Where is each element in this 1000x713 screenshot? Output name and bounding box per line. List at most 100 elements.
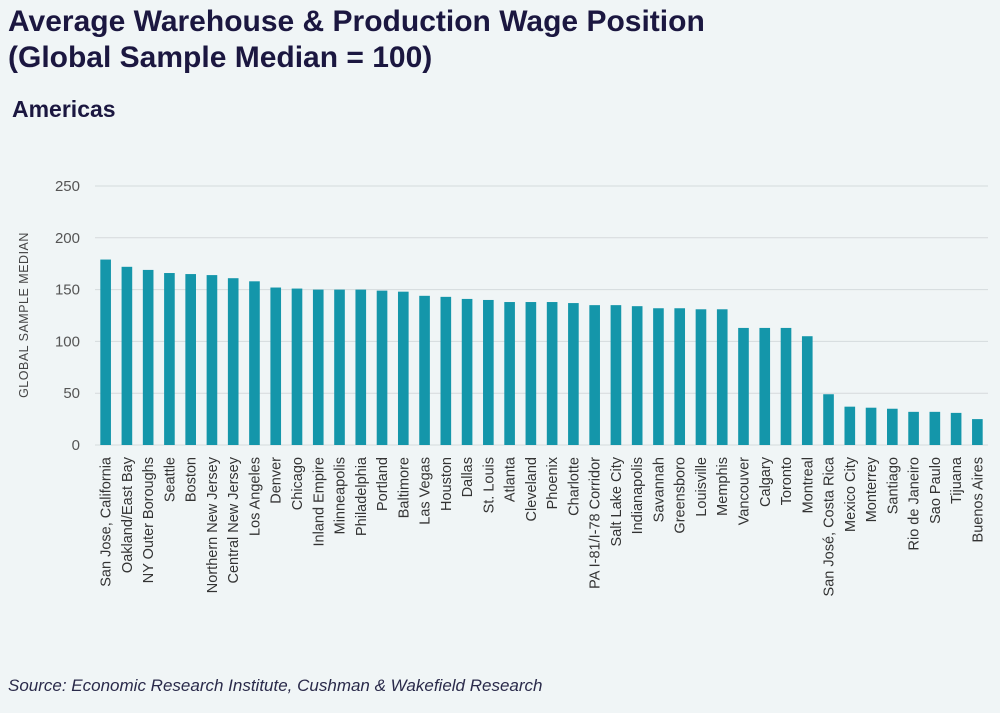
x-category-label: Greensboro (673, 457, 689, 534)
x-category-label: Dallas (460, 457, 476, 497)
bars (100, 259, 983, 445)
bar (908, 411, 919, 445)
bar (759, 327, 771, 445)
x-category-label: Vancouver (736, 457, 752, 525)
x-category-label: Savannah (651, 457, 667, 522)
y-tick-label: 250 (55, 178, 80, 195)
chart-title: Average Warehouse & Production Wage Posi… (8, 4, 705, 76)
x-category-label: Sao Paulo (928, 457, 944, 524)
x-category-label: Buenos Aires (970, 457, 986, 542)
bar (695, 309, 707, 445)
bar (142, 269, 154, 445)
bar (950, 412, 962, 445)
x-category-label: Tijuana (949, 456, 965, 504)
x-category-label: Indianapolis (630, 457, 646, 534)
category-labels: San Jose, California Oakland/East Bay NY O… (99, 456, 987, 596)
x-category-label: Santiago (885, 457, 901, 514)
x-category-label: Inland Empire (311, 457, 327, 546)
x-category-label: Mexico City (843, 456, 859, 532)
x-category-label: Monterrey (864, 456, 880, 522)
bar (780, 327, 792, 445)
bar (100, 259, 111, 445)
x-category-label: PA I-81/I-78 Corridor (588, 457, 604, 589)
x-category-label: Calgary (758, 456, 774, 507)
x-category-label: Philadelphia (354, 456, 370, 536)
bar (525, 302, 537, 445)
x-category-label: Houston (439, 457, 455, 511)
bar (823, 394, 834, 445)
bar (164, 273, 175, 445)
x-category-label: Boston (184, 457, 200, 502)
bar (738, 327, 749, 445)
bar (419, 295, 430, 445)
bar (185, 274, 196, 445)
bar (972, 419, 983, 445)
bar (653, 308, 664, 445)
x-category-label: Atlanta (503, 456, 519, 502)
bar (929, 411, 941, 445)
y-tick-label: 150 (55, 282, 80, 299)
y-axis-label: GLOBAL SAMPLE MEDIAN (17, 232, 31, 398)
bar (589, 305, 600, 445)
x-category-label: NY Outer Boroughs (141, 457, 157, 583)
gridlines (95, 185, 988, 446)
bar (674, 308, 686, 445)
bar (397, 291, 409, 445)
bar (312, 289, 324, 445)
x-category-label: Baltimore (396, 457, 412, 518)
bar (801, 336, 813, 445)
bar (355, 289, 367, 445)
bar (631, 306, 643, 445)
x-category-label: Charlotte (566, 457, 582, 516)
y-axis-ticks: 0 50 100 150 200 250 (55, 178, 80, 454)
x-category-label: Denver (269, 457, 285, 504)
x-category-label: Memphis (715, 457, 731, 516)
bar (291, 288, 303, 445)
title-line-1: Average Warehouse & Production Wage Posi… (8, 5, 705, 38)
x-category-label: Minneapolis (333, 457, 349, 534)
bar (716, 309, 728, 445)
bar (568, 303, 579, 445)
x-category-label: Portland (375, 457, 391, 511)
bar (334, 289, 345, 445)
y-tick-label: 0 (72, 437, 80, 454)
bar (504, 302, 515, 445)
x-category-label: San José, Costa Rica (822, 456, 838, 596)
bar (844, 406, 856, 445)
bar (376, 290, 388, 445)
x-category-label: Cleveland (524, 457, 540, 522)
source-note: Source: Economic Research Institute, Cus… (8, 676, 543, 695)
x-category-label: Las Vegas (418, 457, 434, 525)
chart-subtitle: Americas (12, 96, 116, 122)
x-category-label: Rio de Janeiro (907, 457, 923, 551)
y-tick-label: 200 (55, 230, 80, 247)
x-category-label: Salt Lake City (609, 456, 625, 546)
x-category-label: Chicago (290, 457, 306, 510)
x-category-label: Los Angeles (247, 457, 263, 536)
x-category-label: Seattle (162, 457, 178, 502)
bar (206, 275, 218, 445)
bar (461, 298, 473, 445)
x-category-label: Montreal (800, 457, 816, 513)
bar (887, 408, 898, 445)
bar (610, 305, 622, 445)
x-category-label: Northern New Jersey (205, 456, 221, 593)
y-tick-label: 100 (55, 333, 80, 350)
y-tick-label: 50 (63, 385, 80, 402)
bar (270, 287, 282, 445)
x-category-label: San Jose, California (99, 456, 115, 587)
bar (483, 299, 494, 445)
x-category-label: Oakland/East Bay (120, 456, 136, 573)
bar (865, 407, 877, 445)
title-line-2: (Global Sample Median = 100) (8, 41, 433, 74)
x-category-label: Toronto (779, 457, 795, 505)
x-category-label: St. Louis (481, 457, 497, 513)
x-category-label: Phoenix (545, 456, 561, 509)
bar (121, 266, 133, 445)
x-category-label: Louisville (694, 457, 710, 517)
bar (546, 302, 558, 445)
x-category-label: Central New Jersey (226, 456, 242, 583)
bar (249, 281, 260, 445)
bar (227, 278, 239, 445)
